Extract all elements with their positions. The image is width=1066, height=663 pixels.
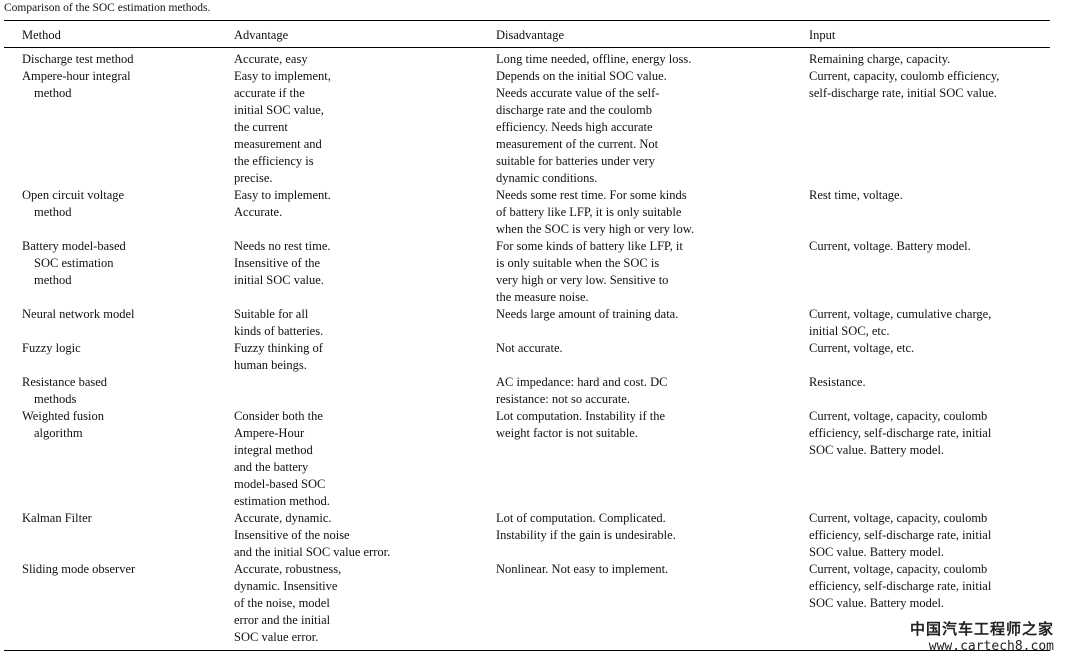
table-cell: Neural network model: [22, 307, 135, 321]
table-cell: Fuzzy thinking of human beings.: [234, 341, 323, 372]
table-row: Battery model-based SOC estimation metho…: [4, 238, 1050, 306]
watermark-url: www.cartech8.com: [928, 639, 1054, 654]
table-cell: Nonlinear. Not easy to implement.: [496, 562, 669, 576]
table-cell: Easy to implement, accurate if the initi…: [234, 69, 331, 185]
table-row: Open circuit voltage method Easy to imple…: [4, 187, 1050, 238]
table-cell: Accurate, robustness, dynamic. Insensiti…: [234, 562, 342, 644]
table-cell: Accurate, easy: [234, 52, 308, 66]
table-body: Discharge test method Accurate, easy Long …: [4, 48, 1050, 651]
table-cell: AC impedance: hard and cost. DC resistan…: [496, 375, 668, 406]
watermark: 中国汽车工程师之家 www.cartech8.com: [910, 619, 1054, 655]
table-cell: Kalman Filter: [22, 511, 92, 525]
table-cell: Suitable for all kinds of batteries.: [234, 307, 324, 338]
table-cell: Fuzzy logic: [22, 341, 81, 355]
table-row: Ampere-hour integral method Easy to imple…: [4, 68, 1050, 187]
empty-cell: [234, 374, 496, 408]
table-cell: Current, voltage, capacity, coulomb effi…: [809, 562, 992, 610]
header-cell: Advantage: [234, 20, 496, 48]
header-cell: Method: [4, 20, 234, 48]
table-row: Kalman Filter Accurate, dynamic. Insensit…: [4, 510, 1050, 561]
table-cell: For some kinds of battery like LFP, it i…: [496, 239, 683, 304]
table-cell: Weighted fusion algorithm: [22, 409, 104, 440]
header-row: Method Advantage Disadvantage Input: [4, 20, 1050, 48]
table-cell: Lot computation. Instability if the weig…: [496, 409, 666, 440]
table-cell: Not accurate.: [496, 341, 563, 355]
table-cell: Current, voltage. Battery model.: [809, 239, 971, 253]
table-cell: Consider both the Ampere-Hour integral m…: [234, 409, 330, 508]
table-cell: Sliding mode observer: [22, 562, 136, 576]
table-cell: Lot of computation. Complicated. Instabi…: [496, 511, 676, 542]
table-cell: Resistance based methods: [22, 375, 108, 406]
table-cell: Open circuit voltage method: [22, 188, 125, 219]
table-cell: Current, voltage, etc.: [809, 341, 915, 355]
table-cell: Needs some rest time. For some kinds of …: [496, 188, 695, 236]
table-caption: Comparison of the SOC estimation methods…: [4, 2, 211, 14]
table-cell: Needs no rest time. Insensitive of the i…: [234, 239, 331, 287]
table-row: Fuzzy logic Fuzzy thinking of human being…: [4, 340, 1050, 374]
table-cell: Current, voltage, capacity, coulomb effi…: [809, 409, 992, 457]
table-cell: Accurate, dynamic. Insensitive of the no…: [234, 511, 391, 559]
table-cell: Ampere-hour integral method: [22, 69, 131, 100]
table-cell: Easy to implement. Accurate.: [234, 188, 331, 219]
table-cell: Current, voltage, capacity, coulomb effi…: [809, 511, 992, 559]
table-cell: Discharge test method: [22, 52, 134, 66]
table: Method Advantage Disadvantage Input Dischar…: [4, 20, 1050, 651]
table-row: Resistance based methods AC impedance: ha…: [4, 374, 1050, 408]
header-cell: Input: [809, 20, 1050, 48]
table-cell: Battery model-based SOC estimation metho…: [22, 239, 126, 287]
table-row: Sliding mode observer Accurate, robustnes…: [4, 561, 1050, 651]
table-cell: Depends on the initial SOC value. Needs …: [496, 69, 667, 185]
table-row: Neural network model Suitable for all kin…: [4, 306, 1050, 340]
table-cell: Current, voltage, cumulative charge, ini…: [809, 307, 992, 338]
table-row: Discharge test method Accurate, easy Long …: [4, 48, 1050, 69]
header-cell: Disadvantage: [496, 20, 809, 48]
table-cell: Current, capacity, coulomb efficiency, s…: [809, 69, 1000, 100]
table-cell: Long time needed, offline, energy loss.: [496, 52, 692, 66]
table-cell: Remaining charge, capacity.: [809, 52, 951, 66]
table-cell: Resistance.: [809, 375, 866, 389]
table-cell: Rest time, voltage.: [809, 188, 903, 202]
table-row: Weighted fusion algorithm Consider both t…: [4, 408, 1050, 510]
table-cell: Needs large amount of training data.: [496, 307, 679, 321]
watermark-name: 中国汽车工程师之家: [909, 620, 1054, 638]
